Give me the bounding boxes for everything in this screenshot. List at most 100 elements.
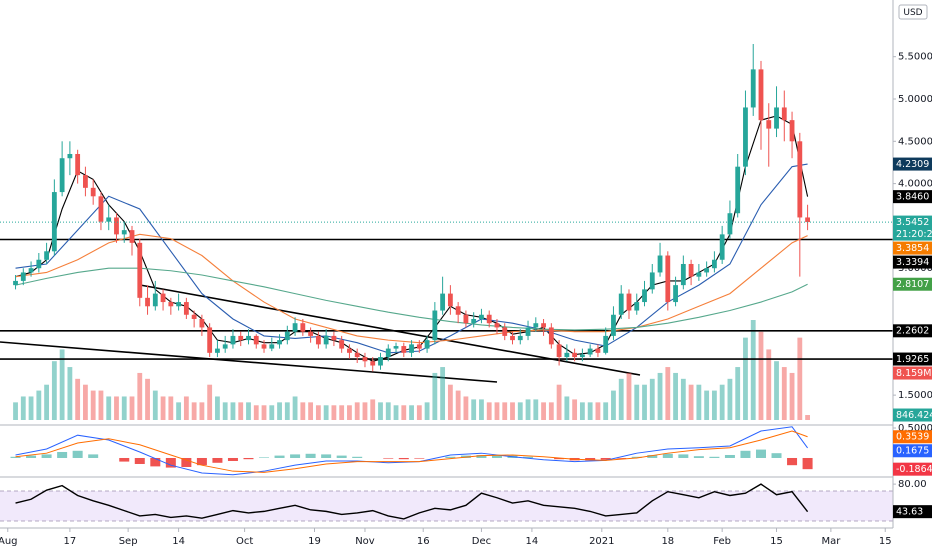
candle-body — [743, 107, 748, 167]
volume-bar — [626, 372, 632, 420]
volume-bar — [432, 372, 438, 420]
price-tag-label: 1.9265 — [896, 354, 929, 365]
volume-bar — [176, 402, 182, 420]
macd-histogram-bar — [600, 457, 611, 460]
price-tag — [893, 352, 932, 366]
volume-bar — [502, 402, 508, 420]
volume-bar — [215, 396, 220, 420]
volume-bar — [75, 378, 81, 420]
candle-body — [432, 310, 438, 341]
candle-body — [28, 268, 34, 273]
macd-histogram-bar — [212, 457, 223, 463]
candle-body — [339, 340, 345, 349]
volume-bar — [354, 402, 360, 420]
volume-bar — [246, 402, 251, 420]
candle-body — [556, 344, 562, 358]
candle-body — [424, 340, 430, 349]
candle-body — [98, 196, 104, 222]
volume-bar — [121, 396, 127, 420]
candle-body — [502, 327, 508, 336]
candle-body — [253, 335, 259, 345]
x-tick-label: 17 — [64, 536, 77, 547]
price-tag-label: 3.5452 — [896, 217, 929, 228]
candle-body — [479, 314, 484, 319]
price-tag — [893, 430, 932, 444]
trend-line[interactable] — [0, 341, 498, 383]
macd-histogram-bar — [57, 451, 68, 458]
volume-bar — [362, 402, 368, 420]
macd-histogram-bar — [134, 457, 145, 464]
volume-bar — [611, 390, 616, 420]
macd-histogram-bar — [616, 457, 627, 459]
macd-histogram-bar — [554, 457, 565, 460]
volume-bar — [657, 372, 663, 420]
trend-line[interactable] — [139, 284, 641, 376]
indicator-line — [15, 483, 809, 520]
candle-body — [440, 293, 446, 311]
volume-bar — [805, 415, 810, 420]
candle-body — [587, 348, 593, 355]
candle-body — [781, 107, 787, 121]
volume-bar — [603, 402, 609, 420]
macd-histogram-bar — [72, 450, 83, 458]
macd-histogram-bar — [755, 449, 766, 458]
candle-body — [315, 335, 321, 345]
volume-bar — [673, 372, 678, 420]
candle-body — [774, 107, 779, 129]
candle-body — [572, 352, 578, 358]
volume-bar — [719, 384, 725, 420]
macd-histogram-bar — [352, 456, 363, 458]
candle-body — [121, 230, 127, 235]
macd-histogram-bar — [647, 454, 658, 458]
candle-body — [548, 327, 554, 345]
candle-body — [595, 348, 601, 353]
candle-body — [199, 318, 205, 328]
volume-bar — [183, 396, 189, 420]
volume-bar — [525, 399, 531, 420]
volume-bar — [114, 396, 119, 420]
volume-bar — [595, 402, 601, 420]
macd-histogram-bar — [771, 453, 782, 458]
candle-body — [758, 69, 764, 121]
x-tick-label: Feb — [713, 536, 731, 547]
y-tick-label: 80.00 — [898, 479, 927, 490]
volume-bar — [137, 372, 143, 420]
macd-histogram-bar — [119, 457, 130, 462]
candle-body — [277, 340, 282, 345]
volume-bar — [393, 405, 399, 420]
volume-bar — [579, 402, 585, 420]
x-tick-label: Oct — [236, 536, 253, 547]
price-tag — [893, 444, 932, 458]
price-axis-background — [893, 0, 932, 550]
candle-body — [292, 323, 298, 332]
volume-bar — [758, 331, 764, 420]
macd-histogram-bar — [787, 457, 798, 466]
price-tag-label: 3.8460 — [896, 191, 929, 202]
macd-histogram-bar — [305, 453, 316, 458]
macd-histogram-bar — [88, 454, 99, 458]
candle-body — [152, 293, 158, 307]
candle-body — [471, 318, 477, 324]
candle-body — [750, 69, 756, 108]
candle-body — [626, 293, 632, 311]
candle-body — [541, 323, 546, 328]
candle-body — [564, 352, 570, 358]
volume-bar — [618, 378, 624, 420]
countdown-label: 21:20:26 — [896, 229, 932, 240]
price-tag-label: 0.3539 — [896, 432, 929, 443]
macd-histogram-bar — [398, 457, 409, 460]
currency-badge[interactable] — [898, 4, 928, 20]
volume-bar — [385, 402, 391, 420]
candle-body — [347, 348, 352, 353]
volume-bar — [541, 402, 546, 420]
candle-body — [789, 120, 795, 142]
macd-histogram-bar — [445, 456, 456, 458]
axis-layer: Aug 17 Sep 14 Oct 19 Nov 16 Dec 14 2021 18 Feb 15 Mar 1… — [0, 52, 932, 547]
volume-bar — [704, 390, 710, 420]
volume-bar — [160, 396, 166, 420]
candle-body — [634, 302, 640, 311]
volume-bar — [735, 367, 741, 420]
candle-body — [269, 344, 275, 349]
volume-bar — [323, 405, 329, 420]
